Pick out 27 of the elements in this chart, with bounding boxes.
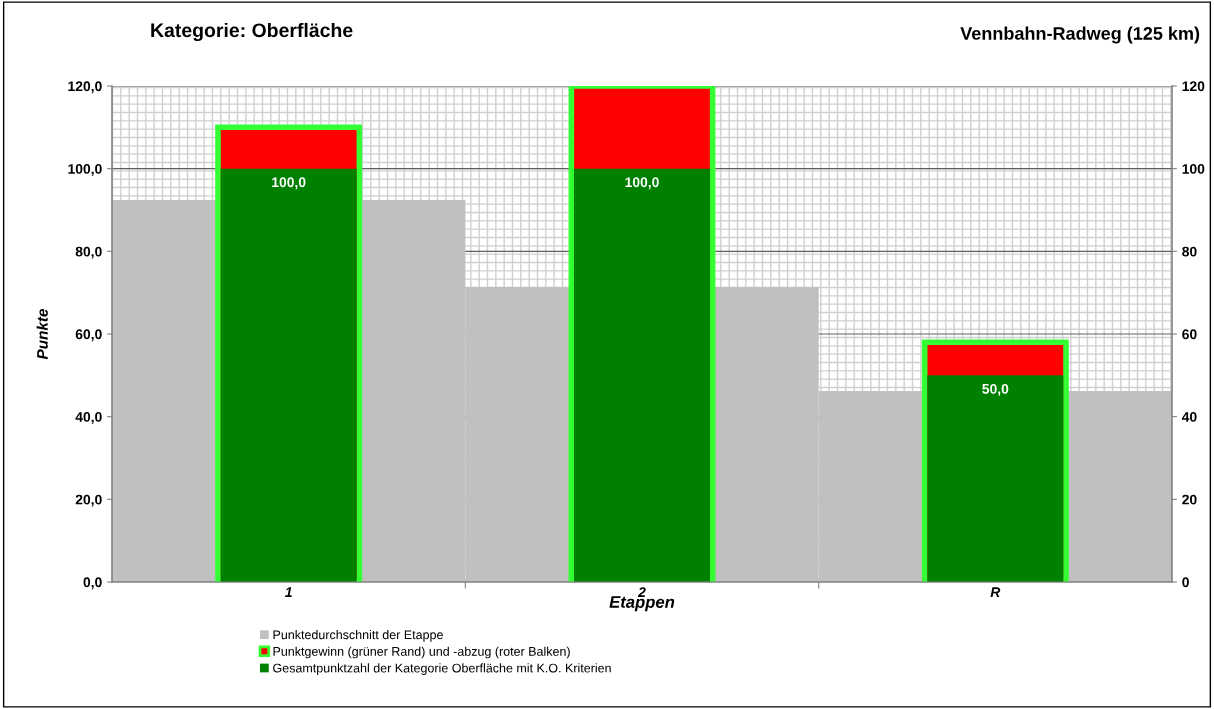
x-tick-label: 2 <box>637 587 646 597</box>
y2-tick-label: 120 <box>1182 81 1205 92</box>
y-tick-label: 80,0 <box>75 246 102 259</box>
y-tick-label: 120,0 <box>68 81 102 94</box>
x-axis-title: Etappen <box>609 596 675 612</box>
y-tick-label: 100,0 <box>68 164 102 176</box>
y2-tick-label: 0 <box>1182 577 1189 588</box>
y-tick-label: 20,0 <box>75 494 102 507</box>
y-axis-title: Punkte <box>36 308 48 360</box>
data-label: 100,0 <box>272 177 306 190</box>
y2-tick-label: 80 <box>1182 246 1197 257</box>
chart-subtitle: Vennbahn-Radweg (125 km) <box>960 26 1200 44</box>
y2-tick-label: 60 <box>1182 329 1197 340</box>
legend-label: Punktgewinn (grüner Rand) und -abzug (roter Balken) <box>273 646 570 659</box>
y2-tick-label: 40 <box>1181 412 1197 422</box>
y-tick-label: 40,0 <box>75 412 102 424</box>
legend-label: Punktedurchschnitt der Etappe <box>273 630 443 642</box>
y2-tick-label: 100 <box>1182 164 1205 174</box>
y2-tick-label: 20 <box>1182 494 1197 505</box>
chart-title: Kategorie: Oberfläche <box>151 22 353 42</box>
x-tick-label: R <box>990 587 1001 597</box>
y-tick-label: 0,0 <box>83 577 102 590</box>
y-tick-label: 60,0 <box>75 329 102 342</box>
x-tick-label: 1 <box>285 587 292 597</box>
legend-label: Gesamtpunktzahl der Kategorie Oberfläche mit K.O. Kriterien <box>273 663 611 675</box>
data-label: 100,0 <box>625 177 659 190</box>
data-label: 50,0 <box>982 383 1009 396</box>
